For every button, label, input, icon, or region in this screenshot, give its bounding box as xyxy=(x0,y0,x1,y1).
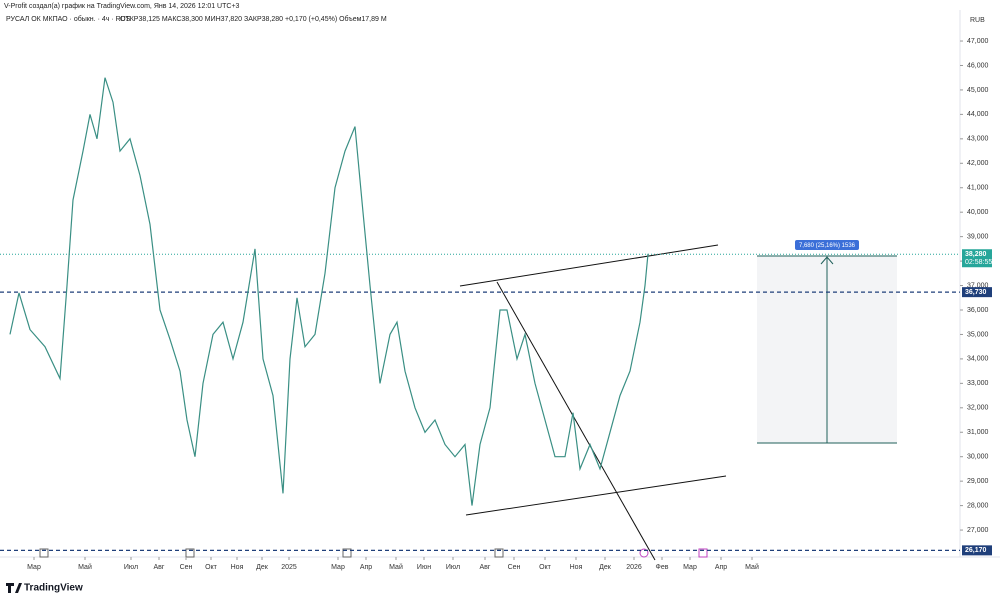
price-label-bg xyxy=(962,249,992,268)
price-label: 26,170 xyxy=(965,547,987,554)
x-tick-label: Июл xyxy=(124,564,138,571)
logo: TradingView xyxy=(6,583,83,594)
x-tick-label: Авг xyxy=(154,564,165,571)
y-tick-label: 33,000 xyxy=(967,380,989,387)
y-tick-label: 44,000 xyxy=(967,111,989,118)
measure-label-bg xyxy=(795,240,859,250)
x-tick-label: Сен xyxy=(180,564,193,571)
event-marker xyxy=(639,548,649,558)
x-tick-label: Май xyxy=(389,563,403,571)
y-tick-label: 40,000 xyxy=(967,209,989,216)
x-tick-label: Сен xyxy=(508,564,521,571)
x-tick-label: Ноя xyxy=(570,564,583,571)
y-tick-label: 31,000 xyxy=(967,429,989,436)
trendline xyxy=(459,244,719,287)
y-tick-label: 45,000 xyxy=(967,87,989,94)
x-tick-label: Мар xyxy=(27,564,41,571)
measure-arrow-head xyxy=(820,256,834,265)
event-marker xyxy=(698,548,708,558)
event-marker xyxy=(342,548,352,558)
ohlc: ОТКР38,125 МАКС38,300 МИН37,820 ЗАКР38,2… xyxy=(120,15,387,23)
countdown: 02:58:55 xyxy=(965,259,992,266)
currency: RUB xyxy=(970,17,985,24)
x-tick-label: Дек xyxy=(599,564,612,571)
price-label-bg xyxy=(962,287,992,298)
trendline xyxy=(496,281,656,561)
price-label: 38,280 xyxy=(965,251,987,258)
y-tick-label: 41,000 xyxy=(967,185,989,192)
x-tick-label: Июн xyxy=(417,564,431,571)
y-tick-label: 39,000 xyxy=(967,233,989,240)
event-marker xyxy=(494,548,504,558)
event-markers xyxy=(39,548,708,558)
y-tick-label: 29,000 xyxy=(967,478,989,485)
x-tick-label: Ноя xyxy=(231,564,244,571)
y-tick-label: 46,000 xyxy=(967,62,989,69)
y-tick-label: 37,000 xyxy=(967,282,989,289)
x-tick-label: 2026 xyxy=(626,564,642,571)
y-tick-label: 30,000 xyxy=(967,454,989,461)
credit: V-Profit создал(а) график на TradingView… xyxy=(4,3,240,10)
measure-label: 7,680 (25,16%) 1536 xyxy=(799,243,856,249)
x-tick-label: Апр xyxy=(360,564,372,571)
x-tick-label: Мар xyxy=(331,564,345,571)
event-marker xyxy=(39,548,49,558)
y-tick-label: 43,000 xyxy=(967,136,989,143)
x-tick-label: Апр xyxy=(715,564,727,571)
y-tick-label: 32,000 xyxy=(967,405,989,412)
logo-text: TradingView xyxy=(24,583,83,594)
price-label: 36,730 xyxy=(965,289,987,296)
x-tick-label: 2025 xyxy=(281,564,297,571)
x-tick-label: Окт xyxy=(539,564,552,571)
x-tick-label: Май xyxy=(745,563,759,571)
y-tick-label: 34,000 xyxy=(967,356,989,363)
x-tick-label: Май xyxy=(78,563,92,571)
x-tick-label: Дек xyxy=(256,564,269,571)
y-tick-label: 35,000 xyxy=(967,331,989,338)
x-tick-label: Мар xyxy=(683,564,697,571)
y-tick-label: 36,000 xyxy=(967,307,989,314)
x-tick-label: Окт xyxy=(205,564,218,571)
price-label-bg xyxy=(962,545,992,556)
x-tick-label: Фев xyxy=(656,564,669,571)
symbol: РУСАЛ ОК МКПАО · обыкн. · 4ч · RUS xyxy=(6,15,131,23)
trendline xyxy=(465,475,727,516)
logo-mark xyxy=(6,583,22,593)
y-tick-label: 42,000 xyxy=(967,160,989,167)
x-tick-label: Июл xyxy=(446,564,460,571)
y-tick-label: 28,000 xyxy=(967,502,989,509)
y-tick-label: 27,000 xyxy=(967,527,989,534)
x-tick-label: Авг xyxy=(480,564,491,571)
price-line-series xyxy=(9,77,649,506)
y-tick-label: 47,000 xyxy=(967,38,989,45)
event-marker xyxy=(185,548,195,558)
